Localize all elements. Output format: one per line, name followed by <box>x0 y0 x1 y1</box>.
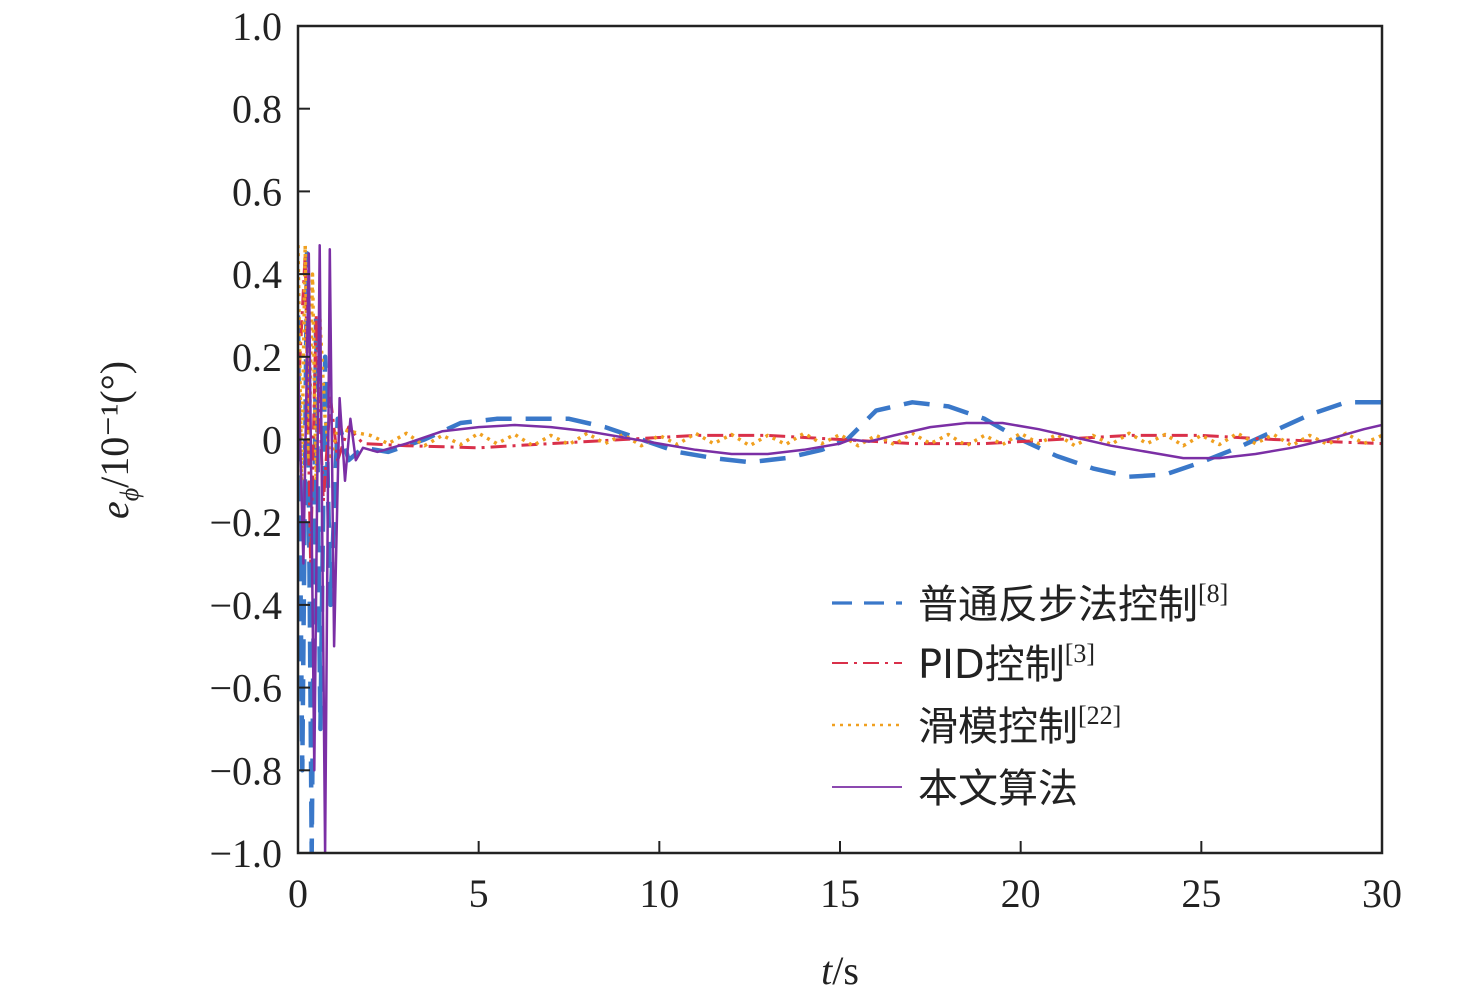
series-layer <box>298 243 1382 853</box>
y-tick-label: −0.4 <box>209 583 282 628</box>
series-line-2 <box>298 251 1382 565</box>
y-tick-label: −1.0 <box>209 831 282 876</box>
y-axis-unit: /10⁻¹(°) <box>92 361 137 488</box>
y-tick-label: 0 <box>262 418 282 463</box>
y-tick-label: −0.2 <box>209 500 282 545</box>
x-tick-label: 5 <box>469 871 489 916</box>
y-tick-label: −0.8 <box>209 748 282 793</box>
x-tick-label: 10 <box>639 871 679 916</box>
y-tick-label: 0.4 <box>232 252 282 297</box>
x-tick-label: 25 <box>1181 871 1221 916</box>
y-axis-sub: ϕ <box>115 488 144 501</box>
series-line-3 <box>298 243 1382 483</box>
series-line-1 <box>298 251 1382 853</box>
legend-label-2: PID控制[3] <box>918 639 1095 688</box>
x-tick-label: 20 <box>1001 871 1041 916</box>
x-axis-unit: /s <box>832 948 859 993</box>
y-axis-var: e <box>92 501 137 519</box>
x-axis-label: t/s <box>821 948 859 993</box>
x-tick-label: 0 <box>288 871 308 916</box>
y-tick-label: 1.0 <box>232 4 282 49</box>
legend: 普通反步法控制[8] PID控制[3] 滑模控制[22] 本文算法 <box>832 579 1228 812</box>
y-tick-label: 0.8 <box>232 87 282 132</box>
ticks-layer: 0 5 10 15 20 25 30 1.0 0.8 0.6 0.4 0.2 0 −0.2 −0.4 −0.6… <box>209 4 1402 916</box>
y-tick-label: 0.6 <box>232 169 282 214</box>
y-tick-label: 0.2 <box>232 335 282 380</box>
x-tick-label: 15 <box>820 871 860 916</box>
series-line-4 <box>298 243 1382 853</box>
legend-label-3: 滑模控制[22] <box>918 701 1121 750</box>
x-tick-label: 30 <box>1362 871 1402 916</box>
y-axis-label: eϕ/10⁻¹(°) <box>92 361 144 519</box>
legend-label-4: 本文算法 <box>918 766 1078 812</box>
x-axis-var: t <box>821 948 833 993</box>
legend-label-1: 普通反步法控制[8] <box>918 579 1228 628</box>
y-tick-label: −0.6 <box>209 666 282 711</box>
